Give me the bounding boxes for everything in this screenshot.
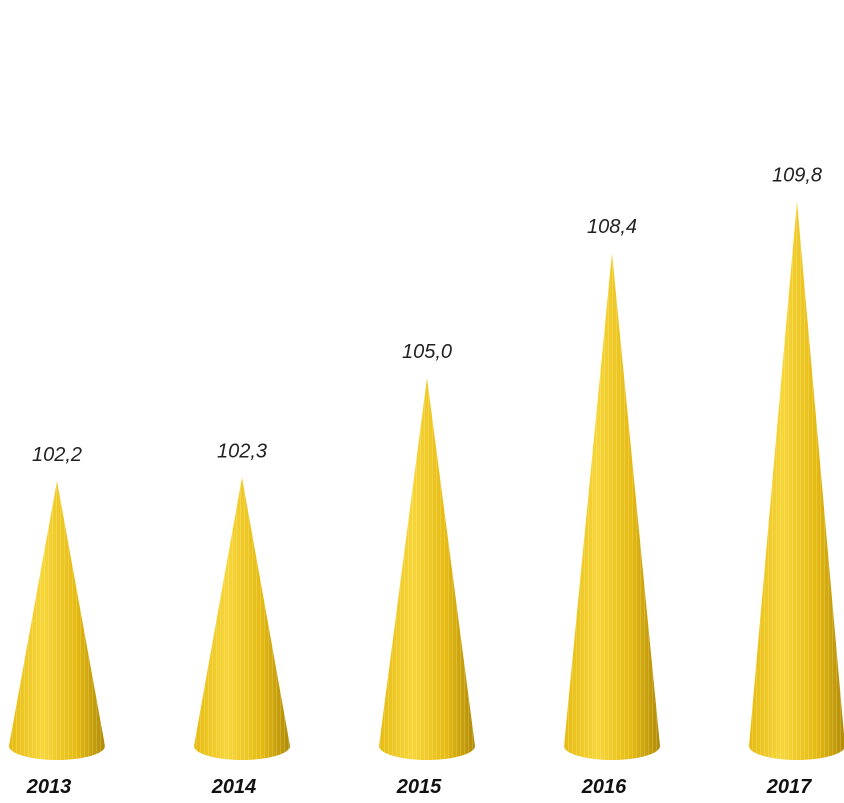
value-labels-group: 102,2 102,3 105,0 108,4 109,8: [32, 164, 822, 466]
category-label-2017: 2017: [766, 776, 812, 798]
cone-texture: [194, 477, 290, 760]
cone-mark-2013: [9, 481, 105, 760]
category-labels-group: 2013 2014 2015 2016 2017: [26, 776, 812, 798]
cones-group: [9, 201, 844, 760]
data-label-2015: 105,0: [402, 341, 452, 363]
cone-mark-2017: [749, 201, 844, 760]
cone-texture: [9, 481, 105, 760]
cone-mark-2015: [379, 378, 475, 760]
category-label-2014: 2014: [211, 776, 257, 798]
cone-texture: [379, 378, 475, 760]
data-label-2013: 102,2: [32, 444, 82, 466]
cone-mark-2016: [564, 252, 660, 760]
data-label-2014: 102,3: [217, 440, 267, 462]
category-label-2015: 2015: [396, 776, 442, 798]
category-label-2013: 2013: [26, 776, 72, 798]
cone-texture: [749, 201, 844, 760]
data-label-2016: 108,4: [587, 216, 637, 238]
cone-texture: [564, 252, 660, 760]
category-label-2016: 2016: [581, 776, 627, 798]
cone-mark-2014: [194, 477, 290, 760]
data-label-2017: 109,8: [772, 164, 822, 186]
